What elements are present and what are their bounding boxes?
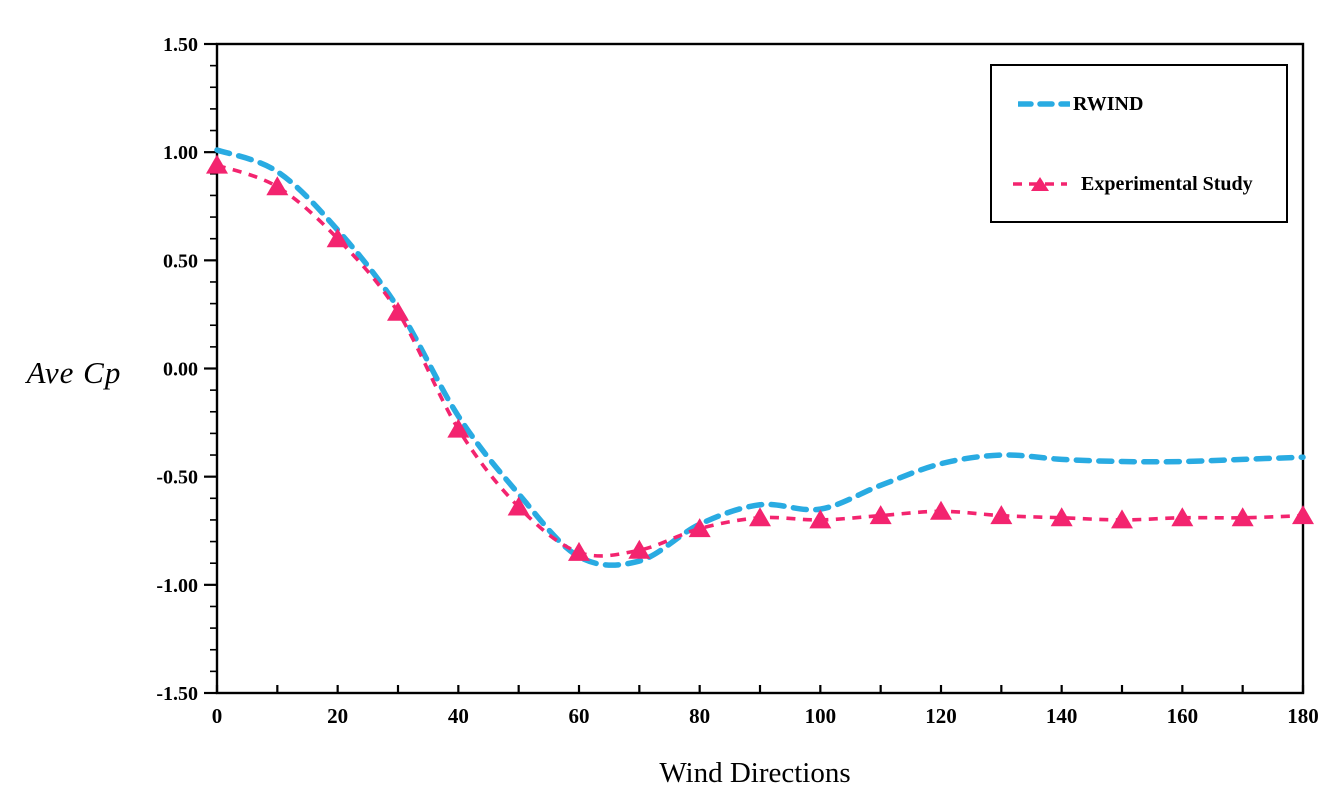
series-marker-triangle: [809, 509, 832, 529]
y-axis-title: Ave Cp: [26, 355, 122, 390]
series-marker-triangle: [628, 539, 651, 559]
series-line-1: [216, 163, 1304, 558]
legend: RWIND Experimental Study: [990, 64, 1288, 223]
x-tick-label: 60: [569, 704, 590, 728]
series-marker-triangle: [930, 500, 952, 520]
series-line-0: [214, 147, 1306, 568]
legend-item-experimental: Experimental Study: [1012, 169, 1253, 199]
series-marker-triangle: [387, 301, 409, 321]
x-tick-label: 160: [1167, 704, 1199, 728]
series-marker-triangle: [507, 496, 530, 516]
rwind-line-sample: [1018, 101, 1070, 107]
x-tick-label: 80: [689, 704, 710, 728]
series-marker-triangle: [1231, 507, 1254, 527]
experimental-line-sample: [1013, 177, 1067, 191]
legend-label-rwind: RWIND: [1073, 92, 1144, 115]
series-marker-triangle: [749, 507, 771, 527]
y-tick-label: 0.00: [163, 359, 198, 381]
y-tick-label: -1.50: [156, 683, 198, 705]
x-tick-label: 180: [1287, 704, 1319, 728]
series-marker-triangle: [1111, 509, 1133, 529]
series-marker-triangle: [688, 518, 711, 538]
x-axis-title: Wind Directions: [659, 757, 851, 789]
y-tick-label: -1.00: [156, 575, 198, 597]
x-tick-label: 120: [925, 704, 957, 728]
series-marker-triangle: [206, 154, 228, 174]
x-tick-label: 20: [327, 704, 348, 728]
y-tick-label: -0.50: [156, 467, 198, 489]
legend-label-experimental: Experimental Study: [1081, 172, 1253, 195]
x-tick-label: 100: [805, 704, 837, 728]
series-marker-triangle: [326, 228, 349, 248]
series-marker-triangle: [568, 541, 590, 561]
x-tick-label: 140: [1046, 704, 1078, 728]
series-marker-triangle: [266, 176, 289, 196]
series-marker-triangle: [1292, 505, 1314, 525]
y-tick-label: 1.50: [163, 34, 198, 56]
y-tick-label: 1.00: [163, 142, 198, 164]
series-marker-triangle: [1171, 507, 1194, 527]
x-tick-label: 40: [448, 704, 469, 728]
series-marker-triangle: [1050, 507, 1073, 527]
y-tick-label: 0.50: [163, 250, 198, 272]
legend-item-rwind: RWIND: [1018, 89, 1143, 119]
series-marker-triangle: [990, 505, 1013, 525]
series-marker-triangle: [869, 505, 892, 525]
series-marker-triangle: [447, 418, 470, 438]
x-tick-label: 0: [212, 704, 223, 728]
